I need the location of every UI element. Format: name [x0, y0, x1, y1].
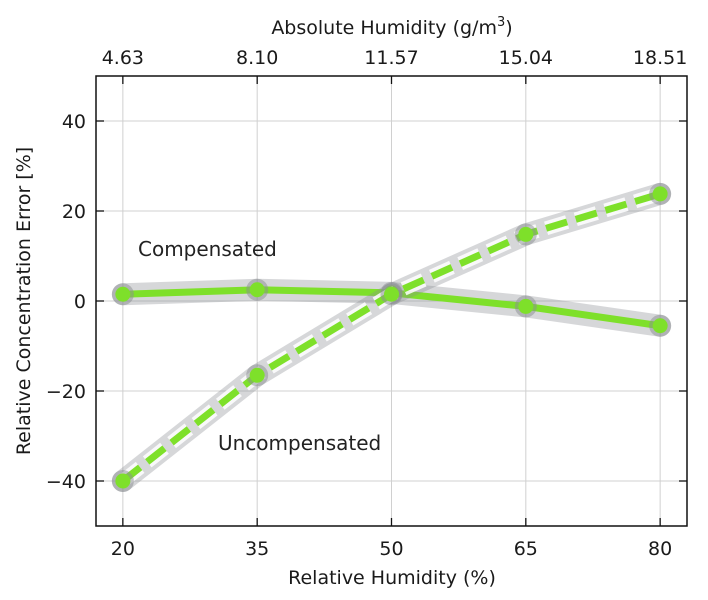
series-0-point-0 [115, 286, 131, 302]
series-1-point-1 [249, 367, 265, 383]
x2-axis-title: Absolute Humidity (g/m3) [271, 15, 512, 39]
x-tick-label-3: 65 [514, 538, 538, 560]
x-tick-label-1: 35 [245, 538, 269, 560]
x2-axis-title-tail: ) [505, 17, 512, 39]
series-1-point-4 [652, 186, 668, 202]
series-1-point-2 [384, 286, 399, 302]
series-1-point-3 [518, 226, 534, 242]
x2-tick-label-4: 18.51 [633, 47, 687, 69]
x2-tick-label-2: 11.57 [364, 47, 418, 69]
series-0-point-1 [249, 282, 265, 298]
y-tick-label-0: −40 [46, 471, 86, 493]
x2-tick-label-0: 4.63 [102, 47, 144, 69]
x2-tick-label-1: 8.10 [236, 47, 278, 69]
series-0-point-3 [518, 298, 534, 314]
series-label-compensated: Compensated [138, 237, 277, 261]
y-tick-label-3: 20 [62, 201, 86, 223]
series-1-point-0 [115, 473, 131, 489]
y-tick-label-1: −20 [46, 381, 86, 403]
ticks [96, 76, 687, 526]
x2-axis-title-sup: 3 [497, 15, 505, 30]
x-tick-label-2: 50 [379, 538, 403, 560]
x-tick-label-0: 20 [111, 538, 135, 560]
tick-labels: 20 4.63 35 8.10 50 11.57 65 15.04 80 18.51 −40 −20 0… [46, 47, 687, 560]
data-layer [111, 182, 672, 492]
x-tick-label-4: 80 [648, 538, 672, 560]
series-0-point-4 [652, 318, 668, 334]
y-tick-label-4: 40 [62, 111, 86, 133]
y-axis-title: Relative Concentration Error [%] [13, 147, 35, 455]
x2-axis-title-text: Absolute Humidity (g/m [271, 17, 497, 39]
y-tick-label-2: 0 [74, 291, 86, 313]
x-axis-title: Relative Humidity (%) [288, 567, 496, 589]
series-label-uncompensated: Uncompensated [218, 431, 381, 455]
x2-tick-label-3: 15.04 [499, 47, 553, 69]
series-1 [111, 182, 672, 492]
